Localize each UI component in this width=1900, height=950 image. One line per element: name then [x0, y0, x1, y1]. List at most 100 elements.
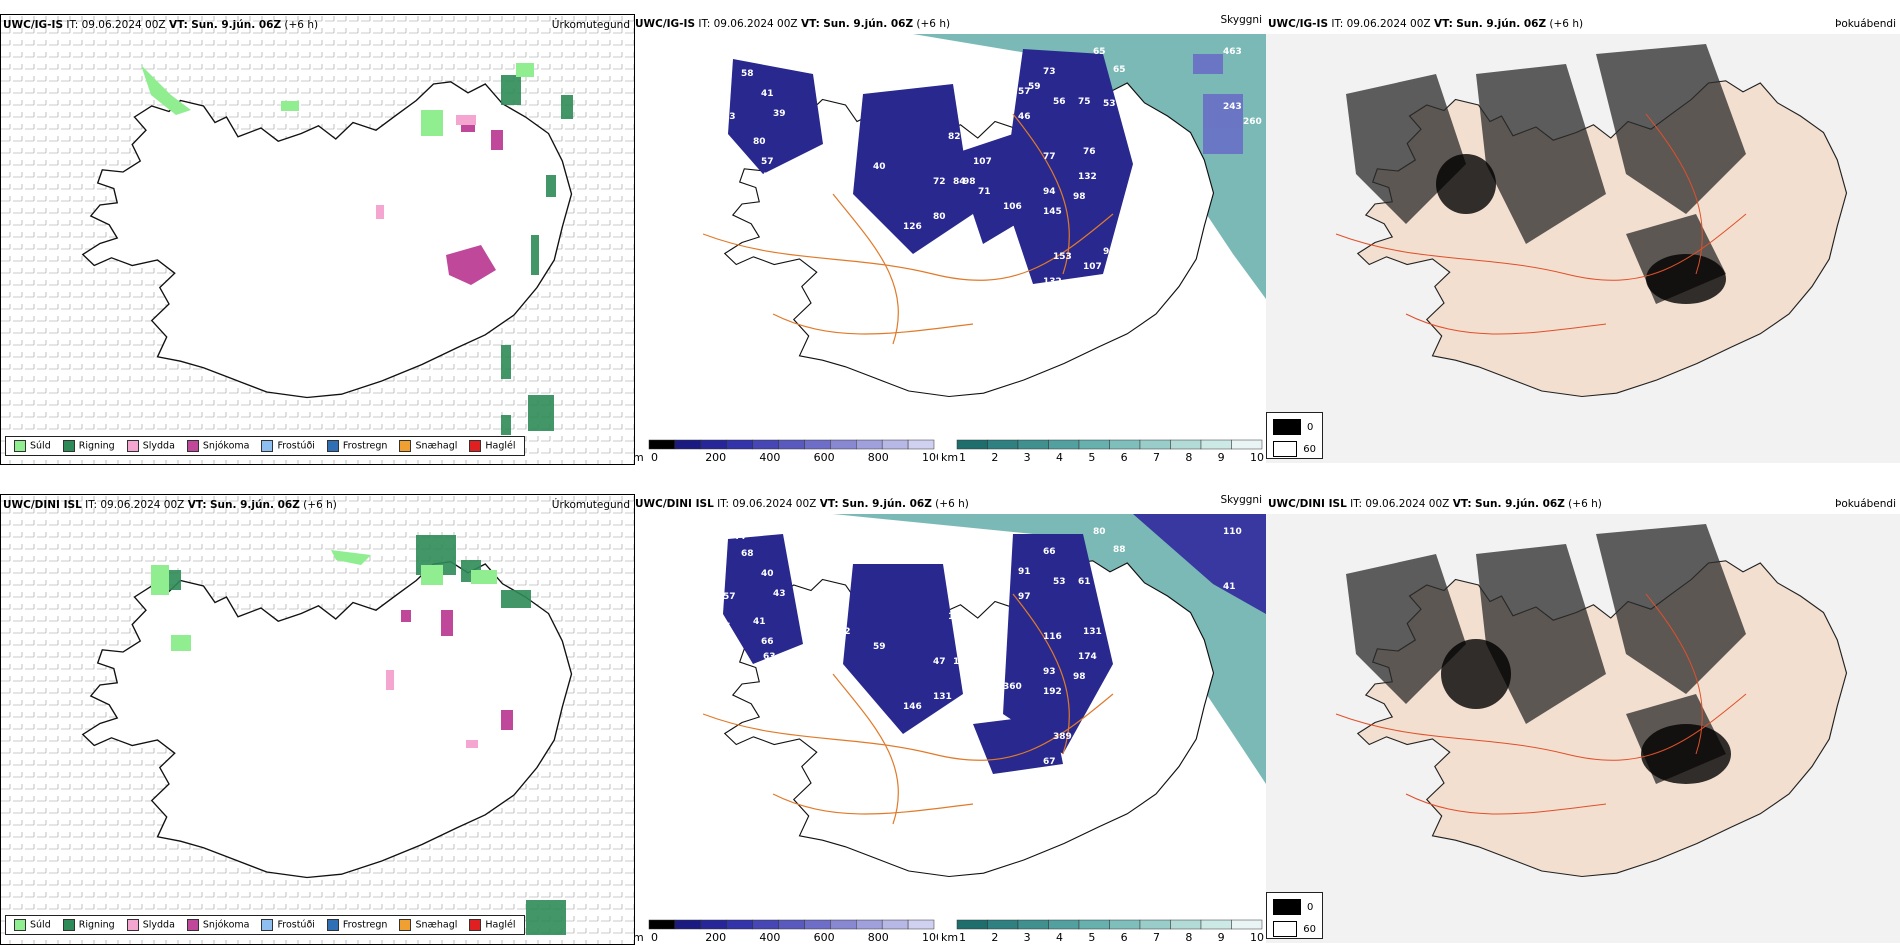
fog-panel-1: UWC/IG-IS IT: 09.06.2024 00Z VT: Sun. 9.… — [1266, 14, 1900, 463]
legend-item-frostudi: Frostúði — [261, 919, 315, 931]
colorbar-tick: 3 — [1024, 451, 1031, 463]
visibility-value-label: 260 — [1243, 117, 1262, 127]
visibility-value-label: 66 — [761, 637, 774, 647]
height-colorbar-1: m0 200 400 600 800 1000 — [633, 439, 950, 464]
colorbar-tick: 4 — [1056, 451, 1063, 463]
legend-item-rigning: Rigning — [62, 440, 115, 452]
legend-item-sudl: Súld — [14, 919, 51, 931]
visibility-value-label: 39 — [773, 109, 786, 119]
colorbar-tick: 600 — [814, 451, 835, 463]
visibility-value-label: 126 — [903, 222, 922, 232]
visibility-value-label: 138 — [1103, 727, 1122, 737]
legend-swatch — [469, 919, 482, 931]
visibility-value-label: 57 — [761, 157, 774, 167]
fog-legend-row: 60 — [1273, 441, 1316, 457]
fog-legend-row: 0 — [1273, 899, 1316, 915]
visibility-colorbar-svg-2: km 1 2 3 4 5 6 7 8 9 10 — [941, 919, 1264, 944]
visibility-value-label: 82 — [838, 627, 851, 637]
visibility-value-label: 59 — [873, 642, 886, 652]
legend-item-snaehagl: Snæhagl — [399, 919, 457, 931]
colorbar-segment — [1200, 439, 1232, 450]
colorbar-segment — [856, 919, 883, 930]
visibility-title-1: UWC/IG-IS IT: 09.06.2024 00Z VT: Sun. 9.… — [635, 18, 951, 30]
visibility-value-label: 86 — [718, 622, 731, 632]
colorbar-segment — [1078, 439, 1110, 450]
height-colorbar-svg-2: m0 200 400 600 800 1000 — [633, 919, 950, 944]
colorbar-segment — [856, 439, 883, 450]
visibility-value-label: 192 — [1043, 687, 1062, 697]
precip-panel-2: UWC/DINI ISL IT: 09.06.2024 00Z VT: Sun.… — [0, 494, 635, 945]
colorbar-segment — [956, 919, 988, 930]
colorbar-segment — [700, 439, 727, 450]
visibility-value-label: 44 — [733, 532, 746, 542]
colorbar-tick: 4 — [1056, 931, 1063, 943]
colorbar-segment — [830, 439, 857, 450]
visibility-value-label: 65 — [1113, 65, 1126, 75]
legend-swatch — [186, 440, 199, 452]
visibility-value-label: 389 — [1053, 732, 1072, 742]
legend-item-slydda: Slydda — [126, 440, 175, 452]
visibility-value-label: 41 — [753, 617, 766, 627]
colorbar-segment — [648, 919, 676, 930]
colorbar-tick: 6 — [1121, 931, 1128, 943]
colorbar-tick: 400 — [759, 451, 780, 463]
colorbar-unit: km — [941, 451, 958, 463]
precip-label-2: Úrkomutegund — [551, 499, 630, 511]
visibility-value-label: 93 — [1043, 667, 1056, 677]
fog-panel-2: UWC/DINI ISL IT: 09.06.2024 00Z VT: Sun.… — [1266, 494, 1900, 943]
visibility-value-label: 82 — [948, 132, 961, 142]
colorbar-segment — [778, 919, 805, 930]
visibility-colorbar-svg-1: km 1 2 3 4 5 6 7 8 9 10 — [941, 439, 1264, 464]
colorbar-unit: km — [941, 931, 958, 943]
colorbar-tick: 400 — [759, 931, 780, 943]
colorbar-tick: 1000 — [922, 451, 938, 463]
colorbar-tick: 7 — [1153, 931, 1160, 943]
legend-item-haglel: Haglél — [469, 919, 516, 931]
colorbar-segment — [674, 919, 702, 930]
colorbar-segment — [1170, 919, 1202, 930]
visibility-value-label: 40 — [873, 162, 886, 172]
visibility-value-label: 43 — [773, 589, 786, 599]
colorbar-segment — [1170, 439, 1202, 450]
fog-legend-1: 0 60 — [1266, 412, 1323, 459]
visibility-value-label: 66 — [823, 122, 836, 132]
visibility-label-1: Skyggni — [1220, 14, 1263, 26]
colorbar-tick: 0 — [651, 931, 658, 943]
visibility-value-label: 93 — [978, 667, 991, 677]
colorbar-segment — [907, 439, 935, 450]
colorbar-tick: 600 — [814, 931, 835, 943]
legend-swatch — [261, 440, 274, 452]
visibility-title-2: UWC/DINI ISL IT: 09.06.2024 00Z VT: Sun.… — [635, 498, 969, 510]
legend-item-frostregn: Frostregn — [326, 440, 387, 452]
colorbar-segment — [1139, 919, 1171, 930]
legend-item-snjokoma: Snjókoma — [186, 919, 249, 931]
colorbar-segment — [1139, 439, 1171, 450]
precip-panel-1: UWC/IG-IS IT: 09.06.2024 00Z VT: Sun. 9.… — [0, 14, 635, 465]
colorbar-unit: m — [633, 931, 644, 943]
colorbar-segment — [726, 919, 753, 930]
fog-legend-2: 0 60 — [1266, 892, 1323, 939]
colorbar-segment — [1200, 919, 1232, 930]
colorbar-segment — [674, 439, 702, 450]
visibility-value-label: 94 — [1043, 187, 1056, 197]
colorbar-segment — [648, 439, 676, 450]
visibility-value-label: 91 — [1018, 567, 1031, 577]
visibility-value-label: 98 — [1073, 192, 1086, 202]
colorbar-tick: 1 — [959, 451, 966, 463]
fog-map-2 — [1266, 514, 1900, 943]
colorbar-segment — [1109, 439, 1141, 450]
visibility-labels-1: 57 58 41 39 80 57 50 23 25 66 39 40 73 56 75 53 65 65 57 46… — [718, 47, 1262, 287]
precip-legend-1: Súld Rigning Slydda Snjókoma Frostúði Fr… — [5, 436, 525, 456]
colorbar-segment — [752, 439, 779, 450]
legend-swatch — [126, 919, 139, 931]
visibility-value-label: 72 — [933, 177, 946, 187]
visibility-value-label: 40 — [761, 569, 774, 579]
legend-swatch — [469, 440, 482, 452]
legend-item-haglel: Haglél — [469, 440, 516, 452]
colorbar-tick: 8 — [1185, 451, 1192, 463]
colorbar-segment — [1048, 439, 1080, 450]
visibility-value-label: 53 — [1103, 99, 1116, 109]
colorbar-tick: 9 — [1218, 931, 1225, 943]
visibility-value-label: 53 — [1053, 577, 1066, 587]
visibility-value-label: 139 — [948, 612, 967, 622]
